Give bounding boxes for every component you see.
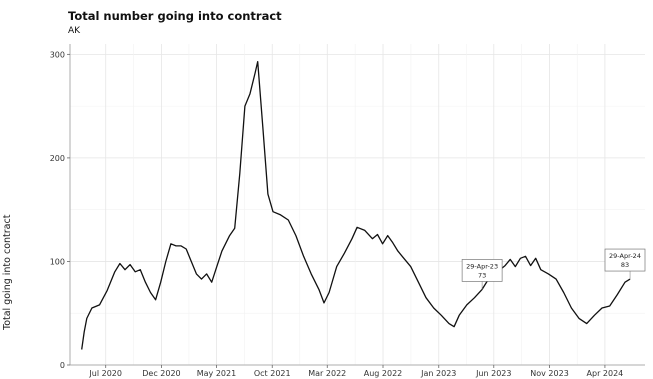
x-tick-label: Nov 2023 — [530, 369, 569, 378]
y-tick-label: 100 — [50, 257, 65, 266]
x-tick-label: May 2021 — [197, 369, 236, 378]
annotation-date-label: 29-Apr-24 — [609, 252, 641, 260]
series-layer — [81, 60, 631, 350]
chart-subtitle: AK — [68, 26, 81, 36]
chart-title: Total number going into contract — [68, 9, 282, 23]
annotation-date-label: 29-Apr-23 — [466, 262, 498, 270]
x-tick-label: Dec 2020 — [142, 369, 180, 378]
y-tick-label: 200 — [50, 154, 65, 163]
x-tick-label: Apr 2024 — [587, 369, 624, 378]
y-tick-label: 300 — [50, 50, 65, 59]
x-tick-label: Jul 2020 — [88, 369, 122, 378]
x-tick-label: Aug 2022 — [364, 369, 403, 378]
y-tick-label: 0 — [60, 361, 65, 370]
annotation-value-label: 83 — [621, 261, 629, 269]
series-line — [81, 60, 631, 350]
annotation-rect — [461, 259, 503, 282]
axes: 0 100 200 300 Jul 2020 Dec 2020 May 2021 Oct 20… — [50, 44, 645, 378]
x-tick-label: Mar 2022 — [308, 369, 346, 378]
x-tick-label: Oct 2021 — [254, 369, 291, 378]
annotation-rect — [604, 248, 646, 272]
x-tick-label: Jan 2023 — [420, 369, 456, 378]
annotation-value-label: 73 — [478, 271, 486, 279]
x-tick-label: Jun 2023 — [475, 369, 511, 378]
grid-lines — [70, 44, 645, 366]
